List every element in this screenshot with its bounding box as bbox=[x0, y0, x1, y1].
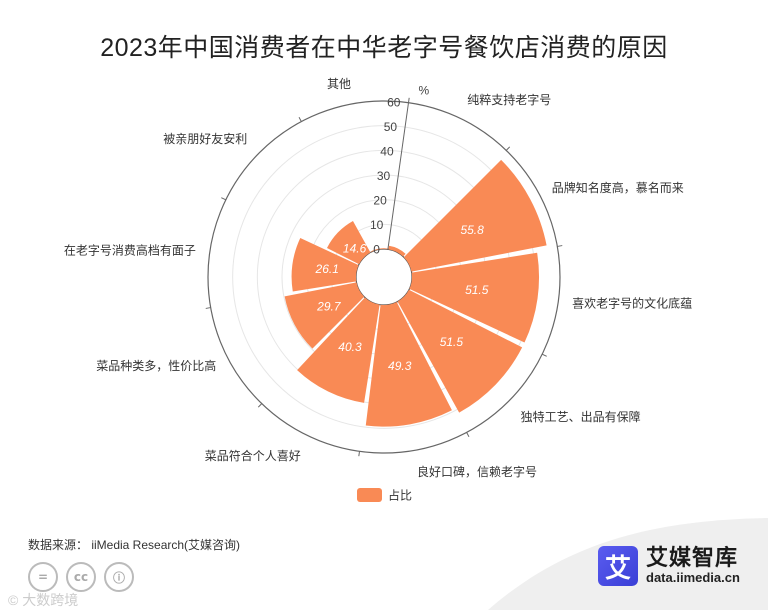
bar-sector[interactable] bbox=[370, 248, 388, 253]
radial-tick-label: 0 bbox=[373, 242, 380, 256]
bar-sector[interactable] bbox=[297, 297, 380, 403]
brand-name: 艾媒智库 bbox=[646, 545, 739, 570]
radial-tick-label: 10 bbox=[370, 218, 384, 232]
angle-tick bbox=[298, 116, 302, 122]
category-label: 在老字号消费高档有面子 bbox=[64, 243, 196, 258]
bar-sector[interactable] bbox=[397, 289, 523, 413]
value-label: 55.8 bbox=[460, 223, 484, 237]
angle-tick bbox=[221, 197, 227, 201]
legend-swatch[interactable] bbox=[357, 488, 382, 502]
inner-circle bbox=[355, 248, 413, 306]
angle-tick bbox=[505, 146, 511, 151]
person-icon: ⓘ bbox=[104, 562, 134, 592]
value-label: 1.5 bbox=[393, 234, 410, 248]
radial-tick-label: 60 bbox=[387, 96, 401, 110]
brand-url: data.iimedia.cn bbox=[646, 570, 740, 585]
angle-tick bbox=[541, 353, 547, 357]
bar-sector[interactable] bbox=[388, 245, 406, 257]
equals-icon: = bbox=[28, 562, 58, 592]
category-label: 被亲朋好友安利 bbox=[163, 131, 247, 146]
angle-tick bbox=[205, 307, 211, 309]
value-label: 0.3 bbox=[369, 231, 386, 245]
category-label: 独特工艺、出品有保障 bbox=[521, 409, 641, 424]
radial-tick-label: 40 bbox=[380, 145, 394, 159]
radial-tick-label: 50 bbox=[384, 120, 398, 134]
angle-tick bbox=[407, 97, 410, 103]
cc-icon: cc bbox=[66, 562, 96, 592]
value-label: 51.5 bbox=[465, 283, 489, 297]
category-label: 其他 bbox=[327, 77, 351, 91]
value-label: 51.5 bbox=[440, 335, 464, 349]
category-label: 纯粹支持老字号 bbox=[467, 92, 551, 107]
bar-sector[interactable] bbox=[409, 252, 540, 343]
bar-sector[interactable] bbox=[284, 282, 365, 349]
value-label: 26.1 bbox=[315, 262, 339, 276]
category-label: 喜欢老字号的文化底蕴 bbox=[572, 295, 692, 310]
value-label: 14.6 bbox=[343, 242, 367, 256]
radial-axis bbox=[387, 102, 409, 250]
legend-label[interactable]: 占比 bbox=[388, 488, 412, 503]
radial-tick-label: 20 bbox=[373, 193, 387, 207]
angle-tick bbox=[557, 245, 563, 247]
license-icons: = cc ⓘ bbox=[28, 562, 134, 592]
brand-block[interactable]: 艾 艾媒智库 data.iimedia.cn bbox=[598, 546, 740, 586]
angle-tick bbox=[466, 432, 470, 438]
angle-tick bbox=[257, 403, 263, 408]
category-label: 菜品符合个人喜好 bbox=[205, 448, 301, 463]
value-label: 29.7 bbox=[316, 299, 342, 313]
angle-tick bbox=[358, 451, 361, 457]
category-label: 良好口碑，信赖老字号 bbox=[417, 464, 537, 479]
data-source: 数据来源： iiMedia Research(艾媒咨询) bbox=[28, 538, 241, 552]
watermark: © 大数跨境 bbox=[8, 592, 79, 608]
grid-circle bbox=[207, 100, 561, 454]
bar-sector[interactable] bbox=[403, 159, 547, 272]
bar-sector[interactable] bbox=[291, 237, 359, 292]
bar-sector[interactable] bbox=[365, 301, 452, 427]
value-label: 40.3 bbox=[338, 340, 362, 354]
brand-logo: 艾 bbox=[598, 546, 638, 586]
category-label: 品牌知名度高，慕名而来 bbox=[552, 180, 684, 195]
bar-sector[interactable] bbox=[326, 221, 371, 265]
unit-label: % bbox=[418, 84, 429, 98]
category-label: 菜品种类多，性价比高 bbox=[96, 358, 216, 373]
value-label: 49.3 bbox=[388, 359, 412, 373]
radial-tick-label: 30 bbox=[377, 169, 391, 183]
chart-title: 2023年中国消费者在中华老字号餐饮店消费的原因 bbox=[100, 34, 668, 62]
